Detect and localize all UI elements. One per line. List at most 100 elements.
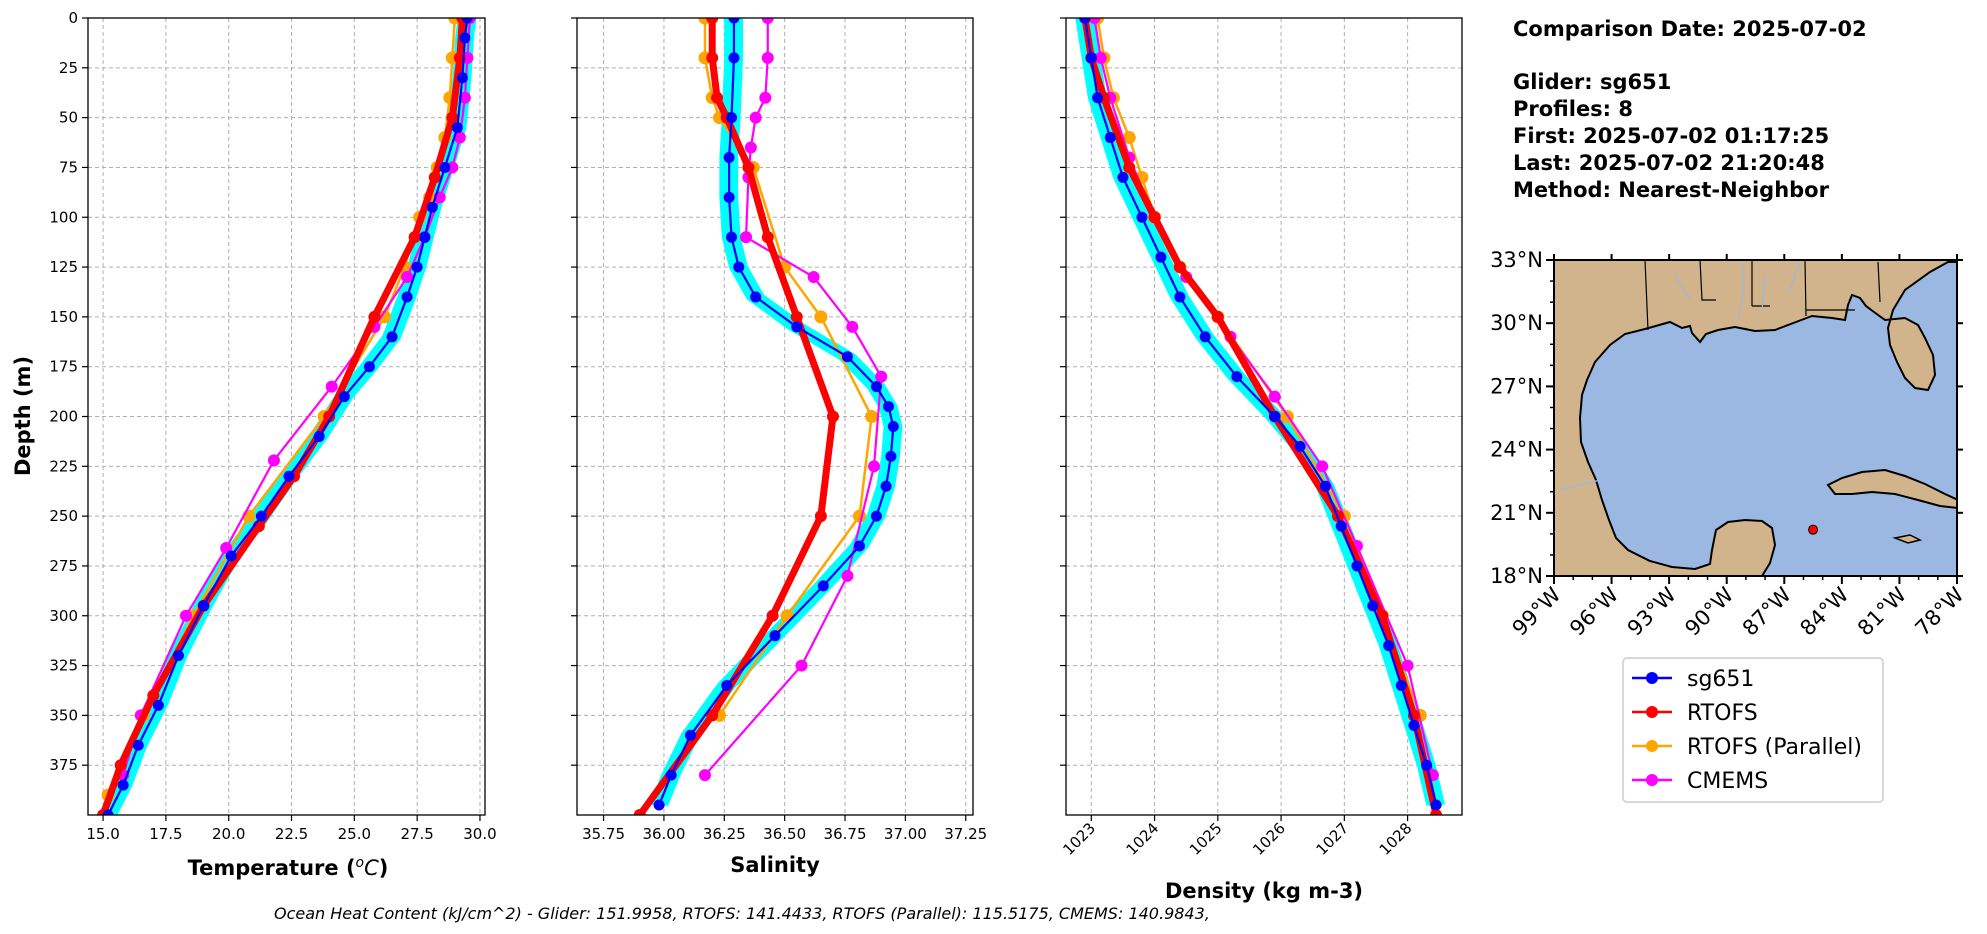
sg651-point — [1269, 411, 1281, 422]
x-tick-label: 36.25 — [703, 825, 746, 843]
map-lon-label: 78°W — [1911, 582, 1969, 640]
sg651-point — [791, 321, 803, 333]
sg651-point — [882, 401, 894, 413]
glider-individual-profile — [649, 18, 891, 807]
sg651-point — [1136, 211, 1148, 223]
x-tick-label: 36.75 — [824, 825, 867, 843]
map-lat-label: 24°N — [1490, 438, 1543, 462]
x-tick-label: 1024 — [1123, 819, 1163, 859]
map-jamaica — [1892, 534, 1923, 544]
rtofs-point — [368, 310, 381, 323]
cmems-point — [453, 131, 466, 144]
y-tick-label: 75 — [59, 158, 78, 176]
rtofs-point — [706, 709, 719, 722]
sg651-point — [255, 510, 267, 522]
sg651-point — [1079, 18, 1091, 24]
sg651-point — [132, 739, 144, 751]
map-lat-label: 18°N — [1490, 564, 1543, 588]
sg651-point — [1117, 171, 1129, 183]
sg651-point — [723, 151, 735, 163]
cmems-point — [761, 51, 774, 64]
map-lon-label: 99°W — [1508, 582, 1566, 640]
rtofs-point — [1211, 310, 1224, 323]
legend-label: RTOFS (Parallel) — [1687, 735, 1862, 760]
cmems-point — [846, 320, 859, 333]
rtofs-point — [1148, 211, 1161, 224]
rtofs-point — [826, 410, 839, 423]
y-tick-label: 125 — [49, 258, 78, 276]
rtofs-parallel-point — [814, 310, 828, 324]
sg651-point — [887, 420, 899, 432]
sg651-point — [870, 381, 882, 393]
legend-frame — [1622, 657, 1884, 803]
cmems-point — [179, 609, 192, 622]
cmems-point — [795, 659, 808, 672]
location-map: 99°W 96°W 93°W 90°W 87°W 84°W 81°W 78°W 33°N 30°N… — [1490, 248, 1969, 641]
rtofs-point — [147, 689, 160, 702]
y-tick-label: 325 — [49, 657, 78, 675]
sg651-point — [419, 231, 431, 243]
sg651-point — [117, 779, 129, 791]
sg651-point — [451, 122, 463, 134]
sg651-point — [401, 291, 413, 303]
rtofs-parallel-point — [780, 609, 794, 623]
first-profile-time: First: 2025-07-02 01:17:25 — [1513, 124, 1829, 148]
sg651-point — [1104, 132, 1116, 144]
y-tick-label: 350 — [49, 706, 78, 724]
rtofs-point — [742, 161, 755, 174]
map-lon-label: 96°W — [1565, 582, 1623, 640]
x-tick-label: 1027 — [1312, 819, 1352, 859]
sg651-point — [880, 480, 892, 492]
rtofs-parallel-point — [865, 410, 879, 423]
sg651-point — [854, 540, 866, 552]
x-tick-label: 1028 — [1376, 819, 1416, 859]
glider-individual-profile — [658, 18, 900, 807]
rtofs-point — [711, 91, 724, 104]
sg651-point — [426, 201, 438, 213]
sg651-point — [1092, 92, 1104, 104]
map-frame — [1553, 259, 1958, 577]
glider-name: Glider: sg651 — [1513, 70, 1671, 94]
rtofs-point — [323, 410, 336, 423]
sg651-line — [107, 18, 469, 815]
map-lat-label: 30°N — [1490, 311, 1543, 335]
x-tick-label: 30.0 — [463, 825, 496, 843]
ocean-heat-content-footer: Ocean Heat Content (kJ/cm^2) - Glider: 1… — [274, 904, 1210, 923]
temperature-ticks: 0 25 50 75 100 125 150 175 200 225 250 275 300 325 350… — [49, 9, 496, 843]
sg651-point — [841, 351, 853, 363]
rtofs-point — [706, 18, 719, 24]
sg651-point — [817, 580, 829, 592]
rtofs-point — [1123, 161, 1136, 174]
sg651-point — [1351, 560, 1363, 572]
sg651-line — [658, 18, 895, 806]
density-xlabel: Density (kg m-3) — [1165, 879, 1363, 903]
density-panel: 1023 1024 1025 1026 1027 1028 Density (kg m-3… — [1059, 17, 1463, 903]
sg651-point — [750, 291, 762, 303]
sg651-point — [283, 470, 295, 482]
cmems-point — [1268, 390, 1281, 403]
sg651-point — [726, 112, 738, 124]
y-tick-label: 100 — [49, 208, 78, 226]
salinity-panel: 35.75 36.00 36.25 36.50 36.75 37.00 37.25 Sali… — [571, 17, 987, 877]
map-lon-label: 93°W — [1623, 582, 1681, 640]
density-series — [1075, 18, 1446, 815]
y-tick-label: 300 — [49, 607, 78, 625]
density-grid — [1066, 17, 1462, 815]
cmems-point — [759, 91, 772, 104]
sg651-point — [1383, 640, 1395, 652]
cmems-point — [458, 91, 471, 104]
map-state-borders — [1644, 260, 1881, 331]
sg651-point — [1319, 480, 1331, 492]
x-tick-label: 35.75 — [582, 825, 625, 843]
sg651-point — [225, 550, 237, 562]
legend-swatch-marker — [1646, 774, 1658, 786]
map-lat-label: 21°N — [1490, 501, 1543, 525]
x-tick-label: 22.5 — [275, 825, 308, 843]
map-lat-label: 33°N — [1490, 248, 1543, 272]
sg651-point — [726, 231, 738, 243]
sg651-point — [1231, 371, 1243, 383]
sg651-point — [870, 510, 882, 522]
rtofs-parallel-point — [377, 310, 391, 324]
rtofs-parallel-point — [1122, 131, 1136, 145]
